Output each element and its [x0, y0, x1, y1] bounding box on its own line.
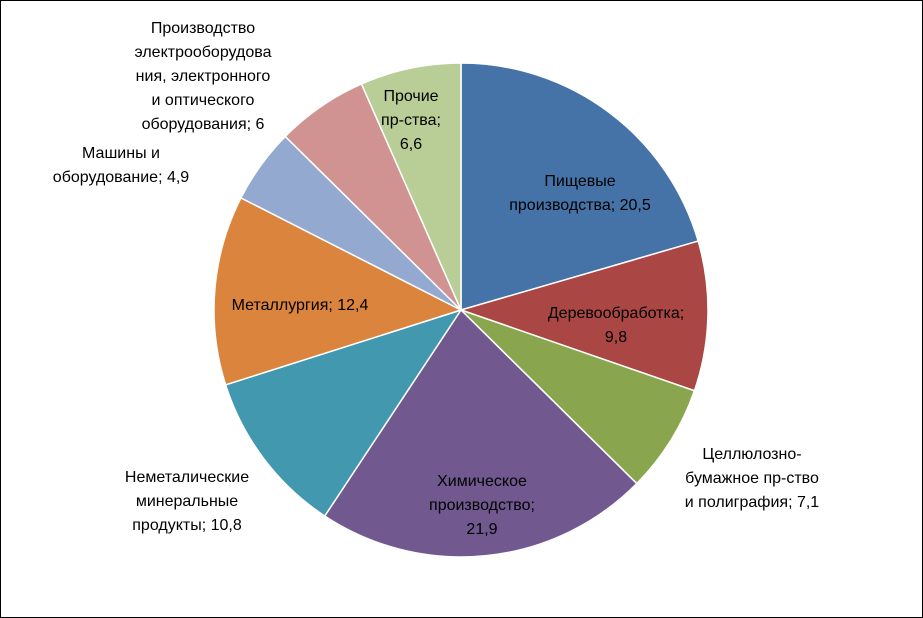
pie-slice-1 [458, 240, 709, 392]
slice-label-line: 6,6 [400, 136, 422, 153]
slice-label-line: и полиграфия; 7,1 [685, 494, 820, 511]
slice-label-line: Пищевые [544, 173, 615, 190]
slice-label-6: Машины и оборудование; 4,9 [53, 145, 190, 186]
slice-label-7: Производство электрооборудова ния, электро… [135, 20, 272, 133]
pie-slice-0 [460, 62, 700, 311]
slice-label-line: производства; 20,5 [509, 197, 651, 214]
slice-label-line: Деревообработка; [548, 305, 684, 322]
slice-label-line: Производство [151, 20, 255, 37]
slice-label-line: 21,9 [466, 521, 497, 538]
pie-slice-4 [224, 308, 463, 518]
pie-slices [213, 62, 709, 558]
slice-label-8: Прочие пр-ства; 6,6 [381, 88, 441, 153]
slice-label-line: Неметалические [125, 469, 249, 486]
slice-label-line: Прочие [383, 88, 438, 105]
slice-label-line: минеральные [136, 493, 238, 510]
slice-label-line: Металлургия; 12,4 [232, 297, 369, 314]
slice-label-line: бумажное пр-ство [685, 470, 819, 487]
slice-label-line: Машины и [82, 145, 160, 162]
slice-label-line: и оптического [152, 92, 255, 109]
slice-label-line: пр-ства; [381, 112, 441, 129]
slice-label-4: Неметалические минеральные продукты; 10,8 [125, 469, 249, 534]
pie-slice-5 [213, 196, 463, 386]
pie-labels: Пищевые производства; 20,5 Деревообработка… [53, 20, 820, 538]
slice-label-line: производство; [429, 497, 535, 514]
slice-label-3: Химическое производство; 21,9 [429, 473, 535, 538]
slice-label-line: электрооборудова [135, 44, 272, 61]
slice-label-1: Деревообработка; 9,8 [548, 305, 684, 346]
slice-label-line: продукты; 10,8 [132, 517, 242, 534]
slice-label-line: Целлюлозно- [702, 446, 801, 463]
pie-slice-2 [460, 309, 696, 485]
pie-slice-8 [360, 62, 462, 311]
slice-label-line: Химическое [437, 473, 527, 490]
slice-label-line: оборудование; 4,9 [53, 169, 190, 186]
slice-label-line: 9,8 [605, 329, 627, 346]
slice-label-5: Металлургия; 12,4 [232, 297, 369, 314]
slice-label-line: оборудования; 6 [142, 116, 265, 133]
slice-label-0: Пищевые производства; 20,5 [509, 173, 651, 214]
pie-slice-3 [323, 308, 638, 558]
slice-label-line: ния, электронного [136, 68, 271, 85]
slice-label-2: Целлюлозно-бумажное пр-ство и полиграфия;… [685, 446, 820, 511]
